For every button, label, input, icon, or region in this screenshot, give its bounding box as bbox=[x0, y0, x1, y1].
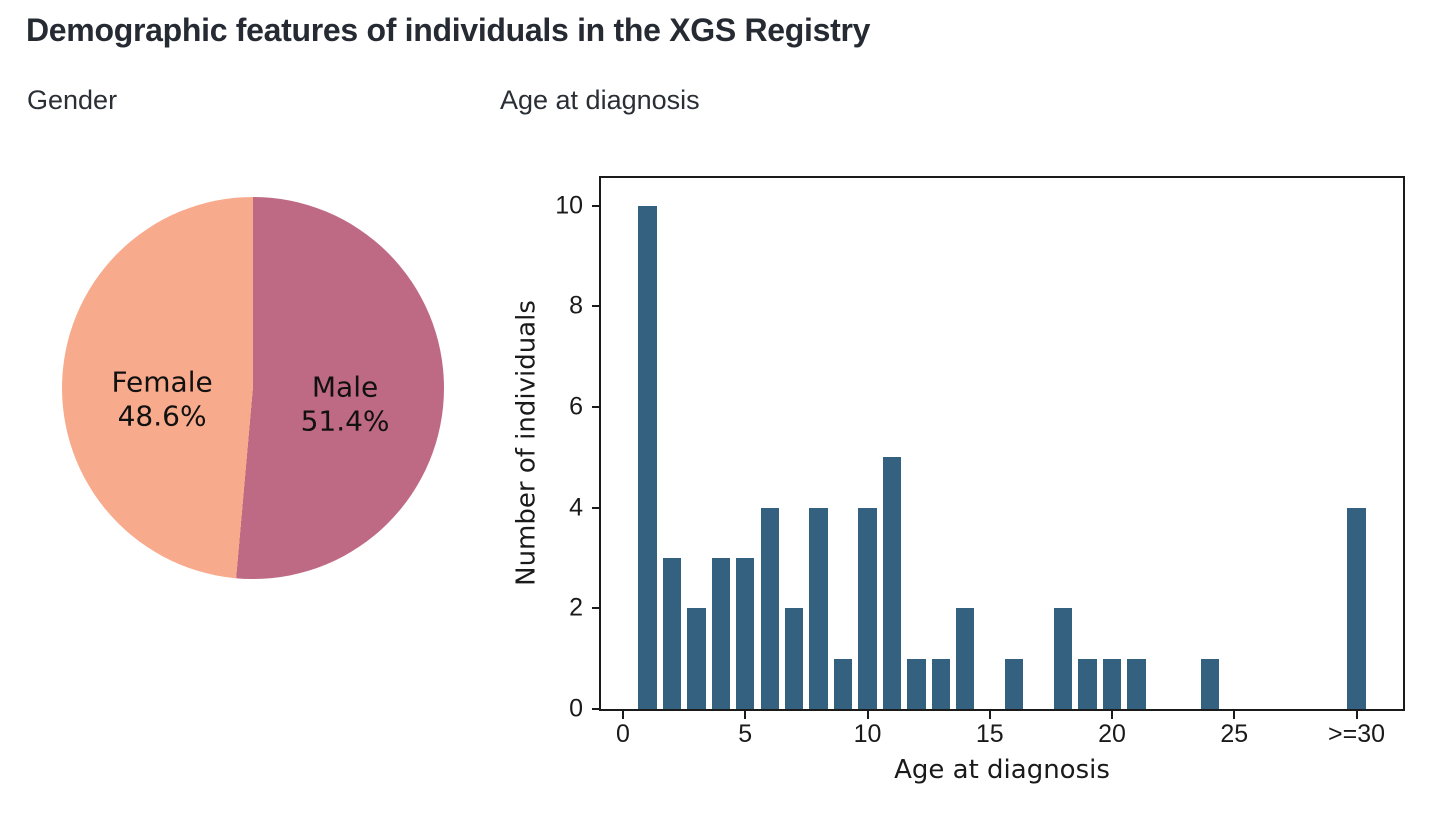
x-tick-label-25: 25 bbox=[1220, 720, 1249, 748]
bar-age-20 bbox=[1102, 658, 1122, 709]
y-tick-0 bbox=[592, 708, 601, 710]
pie-slice-label-female: Female 48.6% bbox=[111, 366, 212, 433]
x-tick-15 bbox=[988, 709, 991, 719]
bar-age-3 bbox=[687, 608, 706, 709]
x-tick-0 bbox=[622, 709, 624, 719]
gender-pie-chart: Female 48.6% Male 51.4% bbox=[62, 197, 444, 579]
bar-age-14 bbox=[956, 608, 975, 709]
bar-age-18 bbox=[1053, 608, 1073, 709]
bar-age-24 bbox=[1200, 658, 1219, 709]
bar-age-2 bbox=[662, 558, 682, 709]
bar-section-title: Age at diagnosis bbox=[500, 85, 700, 115]
y-tick-8 bbox=[592, 305, 601, 308]
bar-age-16 bbox=[1005, 658, 1024, 709]
bar-age-6 bbox=[760, 507, 779, 709]
x-tick-label-15: 15 bbox=[975, 720, 1004, 748]
bar-age-11 bbox=[882, 457, 902, 709]
x-tick-label-20: 20 bbox=[1098, 720, 1126, 748]
x-tick-label-10: 10 bbox=[853, 720, 882, 748]
y-tick-label-8: 8 bbox=[569, 291, 583, 320]
bar-age-1 bbox=[638, 205, 657, 709]
y-tick-label-10: 10 bbox=[555, 191, 583, 220]
x-tick-label-0: 0 bbox=[616, 720, 630, 748]
x-tick-label-5: 5 bbox=[738, 720, 753, 748]
bar-age-9 bbox=[833, 658, 853, 709]
bar-age-19 bbox=[1078, 658, 1097, 709]
y-tick-2 bbox=[592, 607, 601, 610]
x-tick-25 bbox=[1233, 709, 1236, 719]
pie-section-title: Gender bbox=[27, 85, 118, 115]
y-tick-label-0: 0 bbox=[569, 694, 583, 723]
bar-age-10 bbox=[858, 507, 877, 709]
x-tick-label->=30: >=30 bbox=[1328, 720, 1386, 748]
x-tick-10 bbox=[866, 709, 869, 719]
figure-title: Demographic features of individuals in t… bbox=[26, 12, 871, 48]
bar-age-5 bbox=[736, 558, 755, 709]
y-tick-10 bbox=[592, 204, 601, 207]
y-tick-label-6: 6 bbox=[569, 392, 583, 421]
y-tick-label-4: 4 bbox=[569, 493, 583, 522]
age-bar-chart-plot-area: 0 5 10 15 20 25 >=30 0 2 4 6 8 10 bbox=[555, 176, 1405, 747]
bar-age-13 bbox=[931, 658, 951, 709]
pie-slice-female-percent: 48.6% bbox=[117, 399, 207, 433]
x-tick-20 bbox=[1111, 709, 1114, 719]
bar-age-30 bbox=[1347, 507, 1366, 709]
pie-slice-male-percent: 51.4% bbox=[300, 404, 390, 438]
bar-age-21 bbox=[1127, 658, 1146, 709]
bar-age-12 bbox=[907, 658, 926, 709]
y-tick-4 bbox=[592, 506, 601, 509]
y-tick-6 bbox=[592, 406, 601, 408]
x-axis-label: Age at diagnosis bbox=[894, 755, 1110, 785]
y-axis-label: Number of individuals bbox=[511, 300, 542, 586]
x-tick->=30 bbox=[1355, 709, 1358, 719]
bar-age-7 bbox=[784, 608, 804, 709]
pie-slice-female-name: Female bbox=[111, 365, 213, 399]
y-tick-label-2: 2 bbox=[569, 593, 583, 622]
x-tick-5 bbox=[744, 709, 747, 719]
pie-slice-label-male: Male 51.4% bbox=[301, 371, 390, 438]
bar-age-4 bbox=[711, 558, 730, 709]
bar-age-8 bbox=[809, 507, 828, 709]
pie-slice-male-name: Male bbox=[311, 370, 379, 404]
